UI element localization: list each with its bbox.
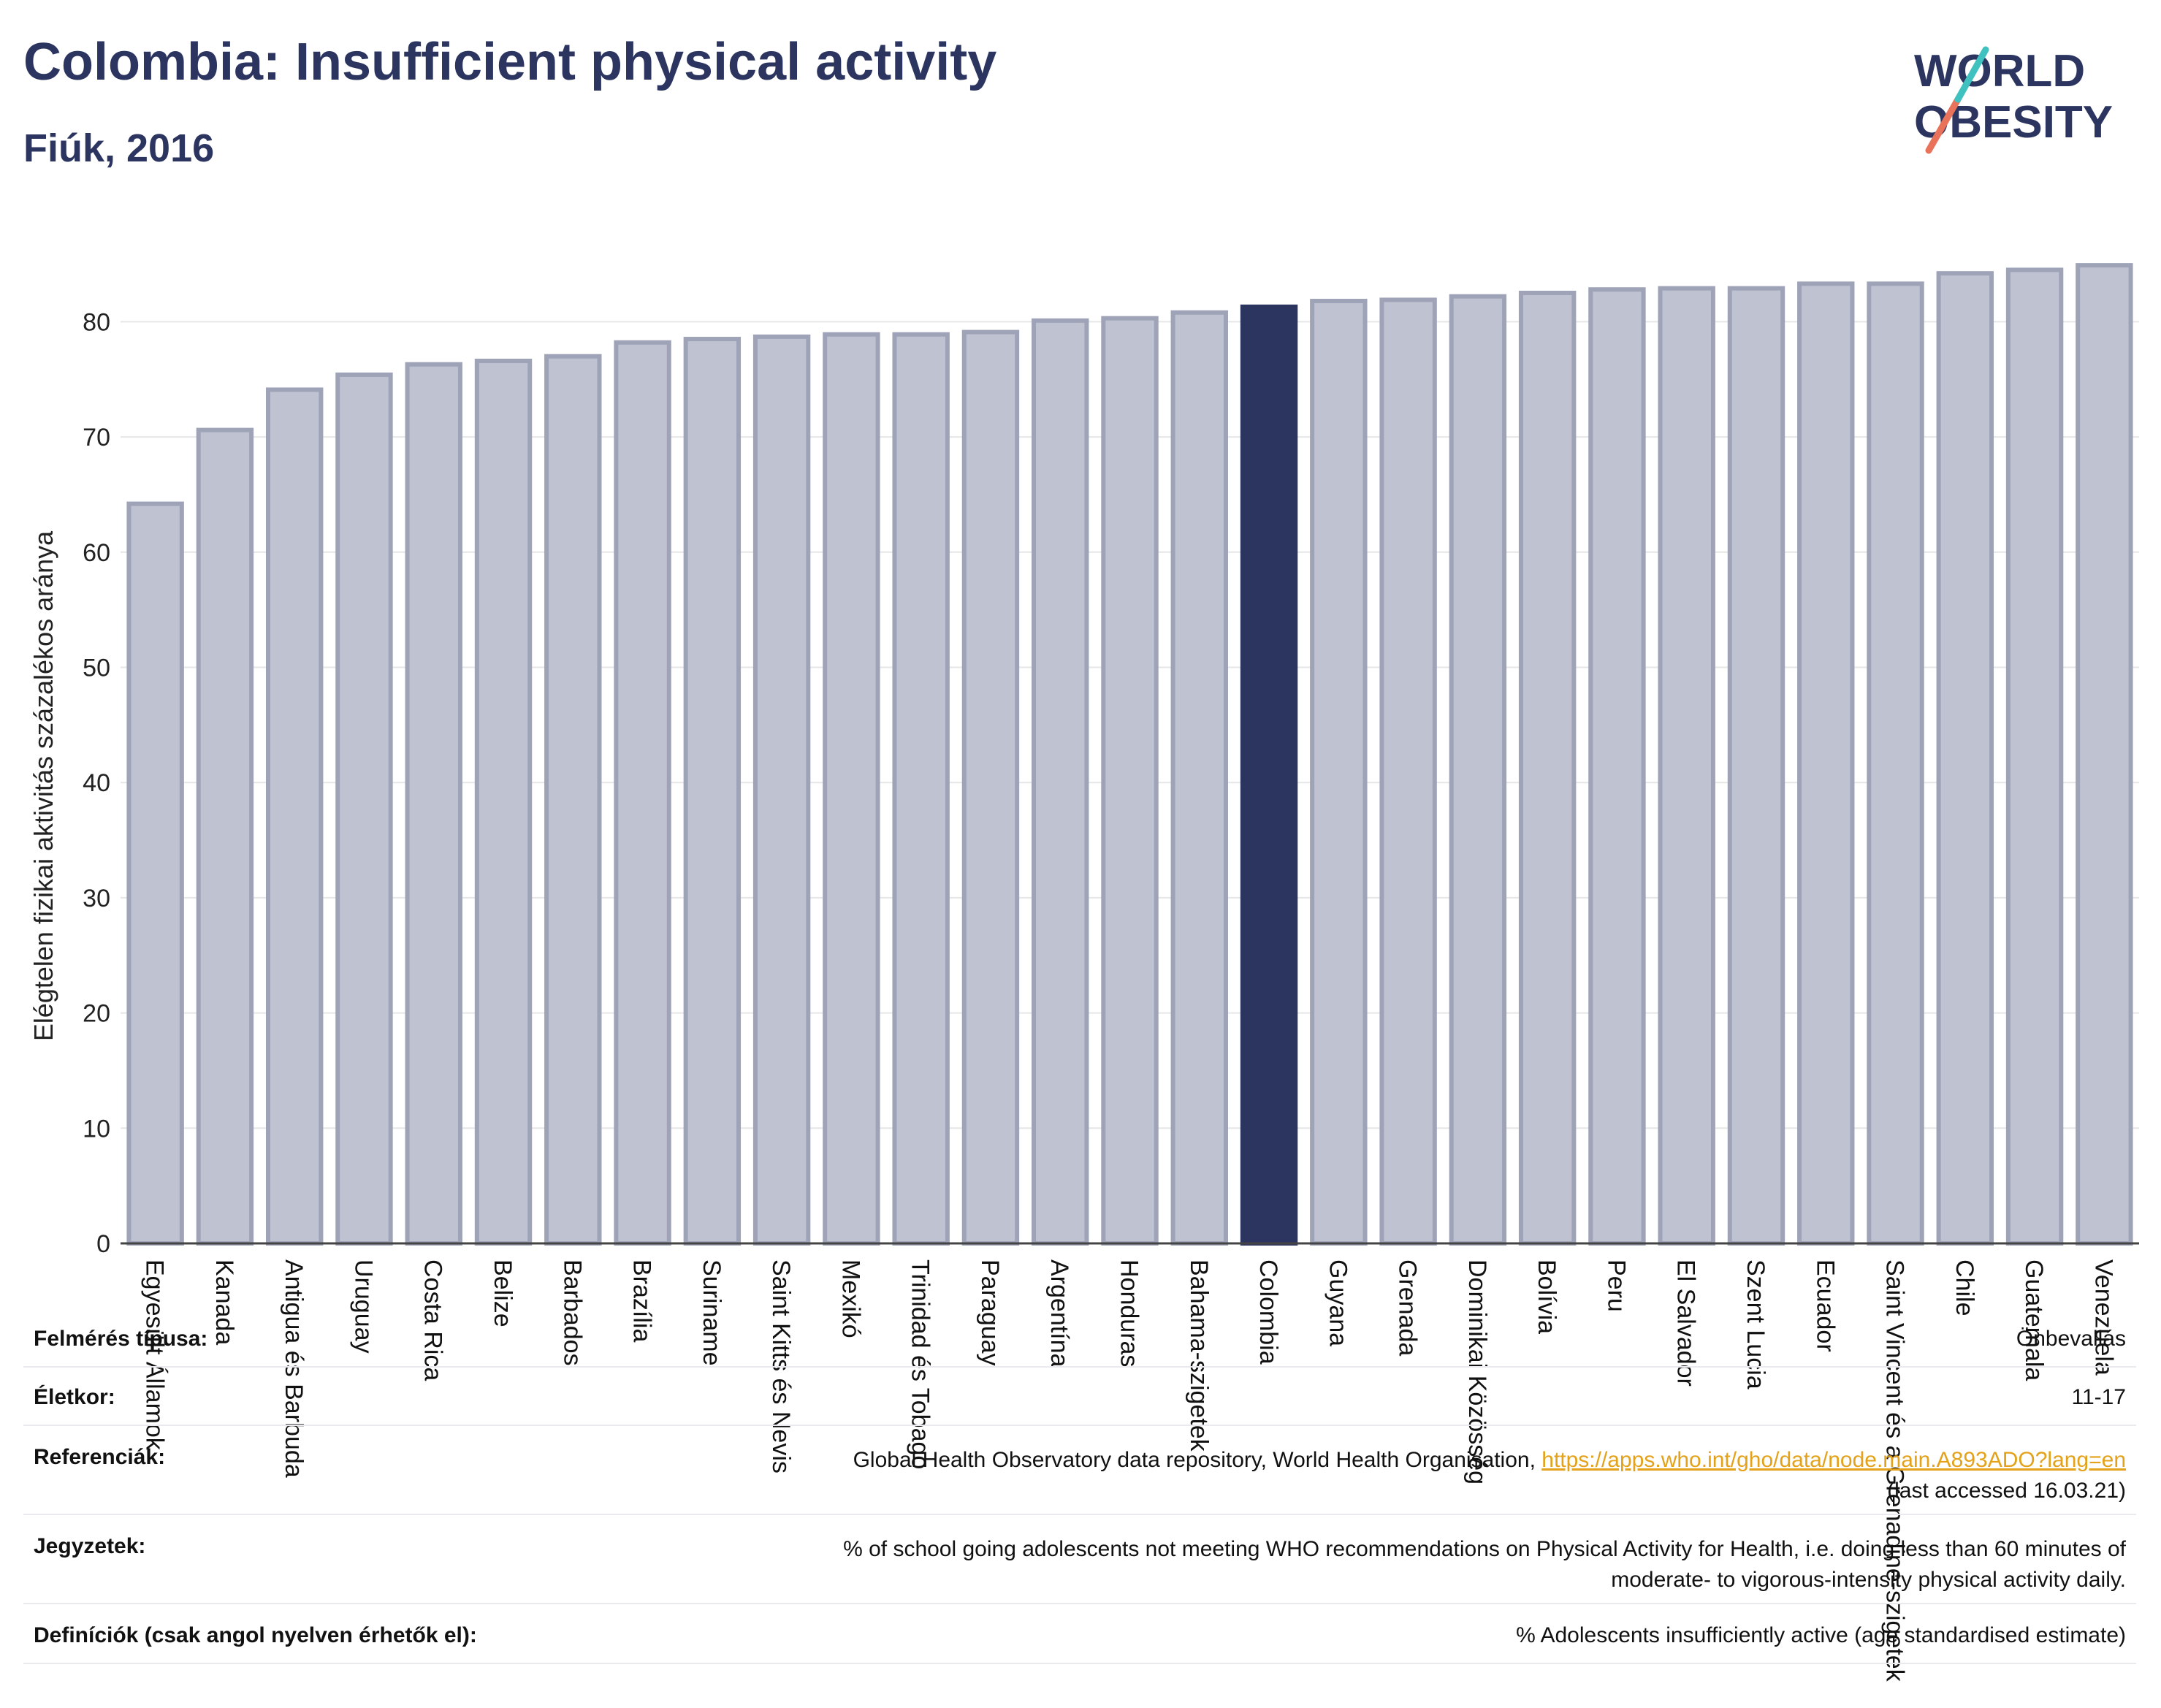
- y-tick-label: 0: [96, 1230, 110, 1258]
- x-tick-label: Grenada: [1394, 1259, 1422, 1356]
- x-tick-label: Trinidad és Tobago: [907, 1259, 934, 1469]
- info-row-references: Referenciák: Global Health Observatory d…: [23, 1425, 2136, 1515]
- x-tick-label: Dominikai Közösség: [1463, 1259, 1491, 1484]
- x-tick-label: Saint Vincent és a Grenadine-szigetek: [1881, 1259, 1909, 1682]
- bar: [614, 340, 671, 1246]
- bar: [2076, 263, 2133, 1246]
- y-tick-label: 50: [83, 654, 110, 682]
- bar: [335, 372, 393, 1246]
- bar: [2005, 267, 2064, 1246]
- x-tick-label: Colombia: [1254, 1259, 1282, 1365]
- x-tick-label: Guatemala: [2020, 1259, 2048, 1381]
- x-tick-label: Kanada: [210, 1259, 238, 1345]
- y-tick-label: 10: [83, 1115, 110, 1143]
- bar: [1101, 316, 1159, 1246]
- y-tick-label: 30: [83, 885, 110, 912]
- x-tick-label: El Salvador: [1672, 1259, 1700, 1387]
- bar-highlighted: [1240, 304, 1298, 1246]
- notes-line2: moderate- to vigorous-intensity physical…: [1611, 1568, 2126, 1592]
- bar: [683, 337, 742, 1246]
- bar: [823, 332, 880, 1246]
- x-tick-label: Mexikó: [836, 1259, 864, 1338]
- notes-label: Jegyzetek:: [34, 1534, 146, 1558]
- info-row-survey-type: Felmérés típusa: Önbevallás: [23, 1308, 2136, 1368]
- x-tick-label: Bolívia: [1533, 1259, 1560, 1334]
- y-tick-label: 80: [83, 308, 110, 336]
- x-tick-label: Brazília: [628, 1259, 656, 1342]
- x-tick-label: Guyana: [1324, 1259, 1352, 1346]
- x-tick-label: Egyesült Államok: [141, 1259, 169, 1451]
- x-tick-label: Venezuela: [2089, 1259, 2117, 1376]
- bar: [1658, 286, 1715, 1246]
- x-tick-label: Chile: [1951, 1259, 1978, 1316]
- bar: [1727, 286, 1785, 1246]
- info-row-age: Életkor: 11-17: [23, 1366, 2136, 1426]
- bar: [474, 359, 533, 1246]
- definitions-value: % Adolescents insufficiently active (age…: [1516, 1623, 2126, 1647]
- info-row-definitions: Definíciók (csak angol nyelven érhetők e…: [23, 1603, 2136, 1664]
- logo-slash-red: [1925, 96, 1962, 154]
- references-value: Global Health Observatory data repositor…: [853, 1445, 2126, 1506]
- bar: [544, 354, 602, 1246]
- bar: [1310, 299, 1368, 1246]
- x-tick-label: Peru: [1602, 1259, 1630, 1312]
- bar: [126, 501, 184, 1246]
- bar: [1518, 290, 1577, 1246]
- x-tick-label: Szent Lucia: [1742, 1259, 1769, 1389]
- y-tick-label: 20: [83, 1000, 110, 1028]
- references-text: Global Health Observatory data repositor…: [853, 1448, 1542, 1472]
- x-tick-label: Ecuador: [1811, 1259, 1839, 1352]
- info-table: Felmérés típusa: Önbevallás Életkor: 11-…: [23, 1308, 2136, 1680]
- x-tick-label: Belize: [489, 1259, 517, 1327]
- x-tick-label: Honduras: [1116, 1259, 1143, 1367]
- bar: [1797, 281, 1855, 1246]
- notes-line1: % of school going adolescents not meetin…: [843, 1537, 2126, 1561]
- x-tick-label: Paraguay: [976, 1259, 1004, 1366]
- x-tick-label: Costa Rica: [419, 1259, 447, 1381]
- age-label: Életkor:: [34, 1385, 115, 1409]
- definitions-label: Definíciók (csak angol nyelven érhetők e…: [34, 1623, 477, 1647]
- bar: [1936, 271, 1994, 1246]
- references-label: Referenciák:: [34, 1445, 166, 1469]
- y-tick-label: 40: [83, 769, 110, 797]
- bar: [1032, 318, 1089, 1246]
- age-value: 11-17: [2071, 1385, 2126, 1409]
- survey-type-label: Felmérés típusa:: [34, 1327, 208, 1351]
- info-row-notes: Jegyzetek: % of school going adolescents…: [23, 1514, 2136, 1604]
- references-link[interactable]: https://apps.who.int/gho/data/node.main.…: [1541, 1448, 2126, 1472]
- x-tick-label: Antigua és Barbuda: [280, 1259, 308, 1478]
- chart-subtitle: Fiúk, 2016: [23, 126, 215, 170]
- bar: [1379, 297, 1437, 1246]
- y-tick-label: 60: [83, 539, 110, 567]
- x-tick-label: Uruguay: [349, 1259, 377, 1354]
- survey-type-value: Önbevallás: [2016, 1327, 2126, 1351]
- y-tick-label: 70: [83, 424, 110, 451]
- bar: [1867, 281, 1924, 1246]
- x-tick-label: Argentína: [1045, 1259, 1073, 1368]
- bar: [1449, 294, 1507, 1246]
- bar: [1588, 287, 1646, 1246]
- bar: [892, 332, 950, 1246]
- world-obesity-logo: WORLD OBESITY: [1914, 46, 2113, 154]
- x-tick-label: Barbados: [558, 1259, 586, 1366]
- notes-value: % of school going adolescents not meetin…: [843, 1534, 2126, 1595]
- bar: [196, 427, 254, 1246]
- x-tick-label: Bahama-szigetek: [1185, 1259, 1213, 1452]
- bar: [405, 362, 462, 1246]
- y-axis-label: Elégtelen fizikai aktivitás százalékos a…: [28, 530, 58, 1041]
- chart-title: Colombia: Insufficient physical activity: [23, 33, 997, 91]
- bar: [1170, 310, 1228, 1246]
- bar: [752, 334, 811, 1246]
- bar: [265, 387, 324, 1246]
- logo-slash-teal: [1954, 46, 1989, 103]
- bar: [961, 329, 1020, 1246]
- x-tick-label: Suriname: [698, 1259, 725, 1366]
- logo-line1: WORLD: [1914, 46, 2085, 96]
- references-accessed: (last accessed 16.03.21): [1887, 1479, 2126, 1503]
